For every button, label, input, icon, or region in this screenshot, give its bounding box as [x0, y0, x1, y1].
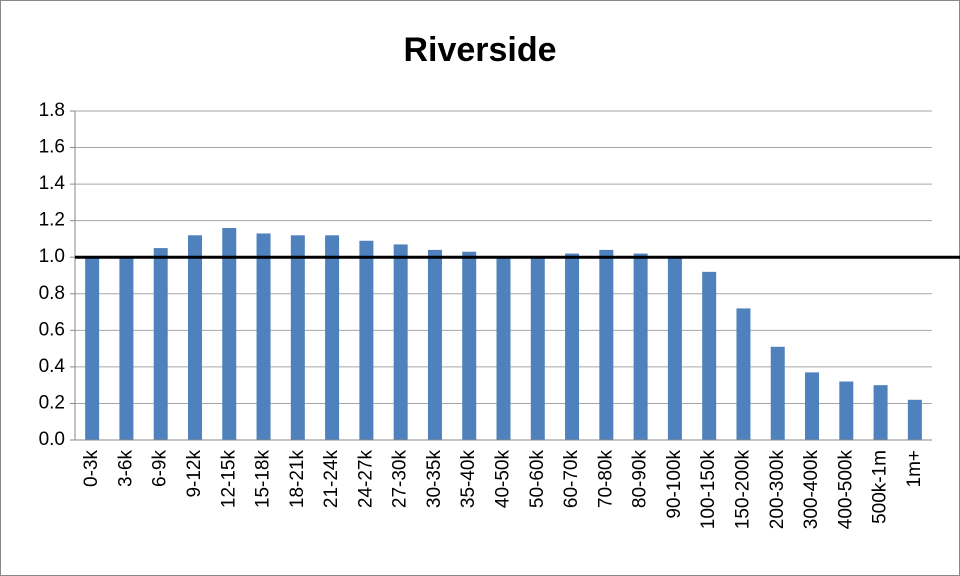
- x-tick-label: 15-18k: [253, 450, 274, 509]
- y-tick-label: 1.4: [39, 173, 66, 194]
- x-tick-label: 21-24k: [321, 450, 342, 509]
- bar: [393, 244, 408, 440]
- x-tick-label: 6-9k: [150, 450, 171, 487]
- bar: [565, 253, 580, 440]
- x-tick-label: 400-500k: [835, 450, 856, 530]
- x-tick-label: 80-90k: [630, 450, 651, 509]
- x-tick-label: 18-21k: [287, 450, 308, 509]
- y-tick-label: 0.4: [39, 356, 66, 377]
- bar: [256, 233, 271, 440]
- x-tick-label: 100-150k: [698, 450, 719, 530]
- y-tick-label: 1.6: [39, 137, 65, 158]
- bar: [290, 235, 305, 440]
- bar: [222, 227, 237, 440]
- y-tick-label: 0.2: [39, 392, 65, 413]
- x-tick-label: 9-12k: [184, 450, 205, 498]
- bar: [359, 240, 374, 440]
- x-tick-label: 70-80k: [595, 450, 616, 509]
- bar: [873, 385, 888, 440]
- x-tick-label: 90-100k: [664, 450, 685, 519]
- bar: [187, 235, 202, 440]
- y-tick-label: 1.8: [39, 100, 65, 121]
- bar: [805, 372, 820, 440]
- bar: [153, 248, 168, 440]
- bar: [85, 257, 100, 440]
- bar: [702, 271, 717, 440]
- x-tick-label: 200-300k: [767, 450, 788, 530]
- x-tick-label: 300-400k: [801, 450, 822, 530]
- bar: [496, 257, 511, 440]
- bar: [907, 399, 922, 440]
- y-tick-label: 0.0: [39, 429, 65, 450]
- bar: [427, 249, 442, 440]
- bar: [667, 257, 682, 440]
- x-tick-label: 500k-1m: [870, 450, 891, 524]
- bar: [633, 253, 648, 440]
- x-tick-label: 3-6k: [115, 450, 136, 487]
- y-tick-label: 0.6: [39, 319, 65, 340]
- y-tick-label: 0.8: [39, 283, 65, 304]
- y-tick-label: 1.2: [39, 210, 65, 231]
- x-tick-label: 60-70k: [561, 450, 582, 509]
- bar: [736, 308, 751, 440]
- bar: [599, 249, 614, 440]
- x-tick-label: 27-30k: [390, 450, 411, 509]
- bar: [839, 381, 854, 440]
- x-tick-label: 24-27k: [355, 450, 376, 509]
- bar: [770, 346, 785, 440]
- bar: [462, 251, 477, 440]
- x-tick-label: 50-60k: [527, 450, 548, 509]
- bar: [325, 235, 340, 440]
- x-tick-label: 150-200k: [732, 450, 753, 530]
- x-tick-label: 35-40k: [458, 450, 479, 509]
- x-tick-label: 0-3k: [81, 450, 102, 487]
- x-tick-label: 40-50k: [493, 450, 514, 509]
- bar: [530, 257, 545, 440]
- bar: [119, 257, 134, 440]
- x-tick-label: 30-35k: [424, 450, 445, 509]
- y-tick-label: 1.0: [39, 246, 65, 267]
- x-tick-label: 12-15k: [218, 450, 239, 509]
- x-tick-label: 1m+: [904, 450, 925, 488]
- chart-title: Riverside: [403, 31, 556, 69]
